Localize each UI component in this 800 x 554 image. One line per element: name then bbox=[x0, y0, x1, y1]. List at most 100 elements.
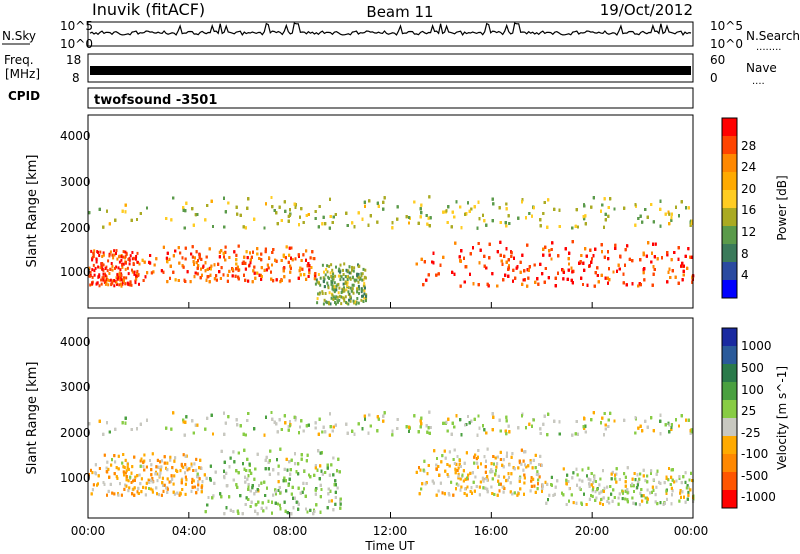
heatmap-cell bbox=[120, 282, 122, 286]
heatmap-cell bbox=[323, 298, 326, 302]
heatmap-cell bbox=[93, 269, 96, 273]
heatmap-cell bbox=[178, 261, 181, 265]
heatmap-cell bbox=[99, 250, 102, 254]
heatmap-cell bbox=[641, 220, 644, 224]
heatmap-cell bbox=[166, 280, 169, 284]
heatmap-cell bbox=[110, 262, 113, 265]
power-ytick-1000: 1000 bbox=[60, 265, 91, 279]
heatmap-cell bbox=[226, 279, 229, 283]
heatmap-cell bbox=[107, 259, 110, 263]
heatmap-cell bbox=[110, 463, 113, 467]
heatmap-cell bbox=[682, 273, 685, 277]
heatmap-cell bbox=[543, 280, 546, 284]
heatmap-cell bbox=[652, 272, 655, 276]
heatmap-cell bbox=[607, 250, 609, 254]
nsearch-label: N.Search bbox=[746, 29, 800, 43]
heatmap-cell bbox=[634, 203, 637, 207]
heatmap-cell bbox=[603, 225, 605, 229]
heatmap-cell bbox=[363, 292, 366, 296]
heatmap-cell bbox=[94, 463, 97, 467]
heatmap-cell bbox=[160, 493, 163, 497]
heatmap-cell bbox=[622, 281, 625, 285]
heatmap-cell bbox=[196, 475, 199, 479]
heatmap-cell bbox=[182, 453, 185, 457]
heatmap-cell bbox=[133, 270, 136, 274]
nsky-tick-bottom: 10^0 bbox=[60, 37, 93, 51]
heatmap-cell bbox=[122, 465, 125, 469]
heatmap-cell bbox=[115, 265, 118, 269]
heatmap-cell bbox=[376, 220, 379, 224]
heatmap-cell bbox=[313, 277, 316, 281]
heatmap-cell bbox=[208, 247, 211, 251]
heatmap-cell bbox=[354, 300, 357, 304]
heatmap-cell bbox=[258, 273, 261, 277]
heatmap-cell bbox=[591, 257, 593, 261]
heatmap-cell bbox=[631, 259, 634, 263]
heatmap-cell bbox=[334, 274, 337, 278]
heatmap-cell bbox=[116, 273, 119, 277]
heatmap-cell bbox=[289, 264, 292, 268]
heatmap-cell bbox=[176, 491, 179, 495]
heatmap-cell bbox=[182, 208, 185, 212]
heatmap-cell bbox=[168, 480, 171, 484]
heatmap-cell bbox=[166, 461, 169, 465]
heatmap-cell bbox=[137, 273, 140, 277]
heatmap-cell bbox=[453, 272, 456, 276]
heatmap-cell bbox=[278, 205, 281, 209]
heatmap-cell bbox=[344, 295, 347, 299]
heatmap-cell bbox=[607, 214, 610, 218]
heatmap-cell bbox=[117, 454, 120, 458]
heatmap-cell bbox=[104, 272, 106, 276]
heatmap-cell bbox=[121, 282, 124, 286]
heatmap-cell bbox=[681, 278, 684, 282]
heatmap-cell bbox=[562, 277, 565, 281]
heatmap-cell bbox=[305, 214, 308, 217]
heatmap-cell bbox=[352, 299, 355, 303]
heatmap-cell bbox=[298, 255, 300, 258]
heatmap-cell bbox=[290, 256, 292, 260]
heatmap-cell bbox=[297, 276, 300, 280]
heatmap-cell bbox=[328, 291, 331, 295]
heatmap-cell bbox=[150, 271, 153, 275]
heatmap-cell bbox=[284, 209, 287, 213]
heatmap-cell bbox=[527, 268, 530, 272]
heatmap-cell bbox=[115, 276, 118, 280]
heatmap-cell bbox=[363, 200, 366, 204]
heatmap-cell bbox=[503, 254, 506, 258]
heatmap-cell bbox=[289, 213, 291, 217]
colorbar-swatch bbox=[722, 136, 737, 155]
heatmap-cell bbox=[124, 256, 127, 260]
heatmap-cell bbox=[338, 286, 341, 290]
heatmap-cell bbox=[604, 218, 607, 222]
heatmap-cell bbox=[330, 274, 333, 278]
heatmap-cell bbox=[104, 274, 107, 278]
heatmap-cell bbox=[108, 254, 111, 258]
heatmap-cell bbox=[98, 254, 101, 257]
heatmap-cell bbox=[125, 251, 128, 255]
heatmap-cell bbox=[182, 265, 185, 269]
heatmap-cell bbox=[548, 249, 551, 253]
heatmap-cell bbox=[173, 459, 176, 463]
heatmap-cell bbox=[314, 272, 317, 275]
heatmap-cell bbox=[437, 272, 440, 276]
heatmap-cell bbox=[186, 270, 189, 274]
heatmap-cell bbox=[118, 260, 121, 264]
heatmap-cell bbox=[197, 264, 200, 267]
heatmap-cell bbox=[582, 283, 584, 286]
heatmap-cell bbox=[319, 276, 322, 280]
heatmap-cell bbox=[469, 272, 471, 276]
heatmap-cell bbox=[478, 261, 481, 265]
heatmap-cell bbox=[128, 257, 131, 261]
heatmap-cell bbox=[352, 291, 355, 295]
heatmap-cell bbox=[571, 226, 574, 230]
colorbar-swatch bbox=[722, 154, 737, 173]
heatmap-cell bbox=[405, 215, 408, 219]
heatmap-cell bbox=[314, 274, 317, 278]
heatmap-cell bbox=[122, 262, 125, 266]
heatmap-cell bbox=[180, 462, 183, 466]
heatmap-cell bbox=[442, 210, 445, 214]
heatmap-cell bbox=[250, 255, 253, 259]
heatmap-cell bbox=[188, 467, 191, 471]
power-cbar-tick-24: 24 bbox=[741, 160, 756, 174]
heatmap-cell bbox=[637, 284, 640, 288]
